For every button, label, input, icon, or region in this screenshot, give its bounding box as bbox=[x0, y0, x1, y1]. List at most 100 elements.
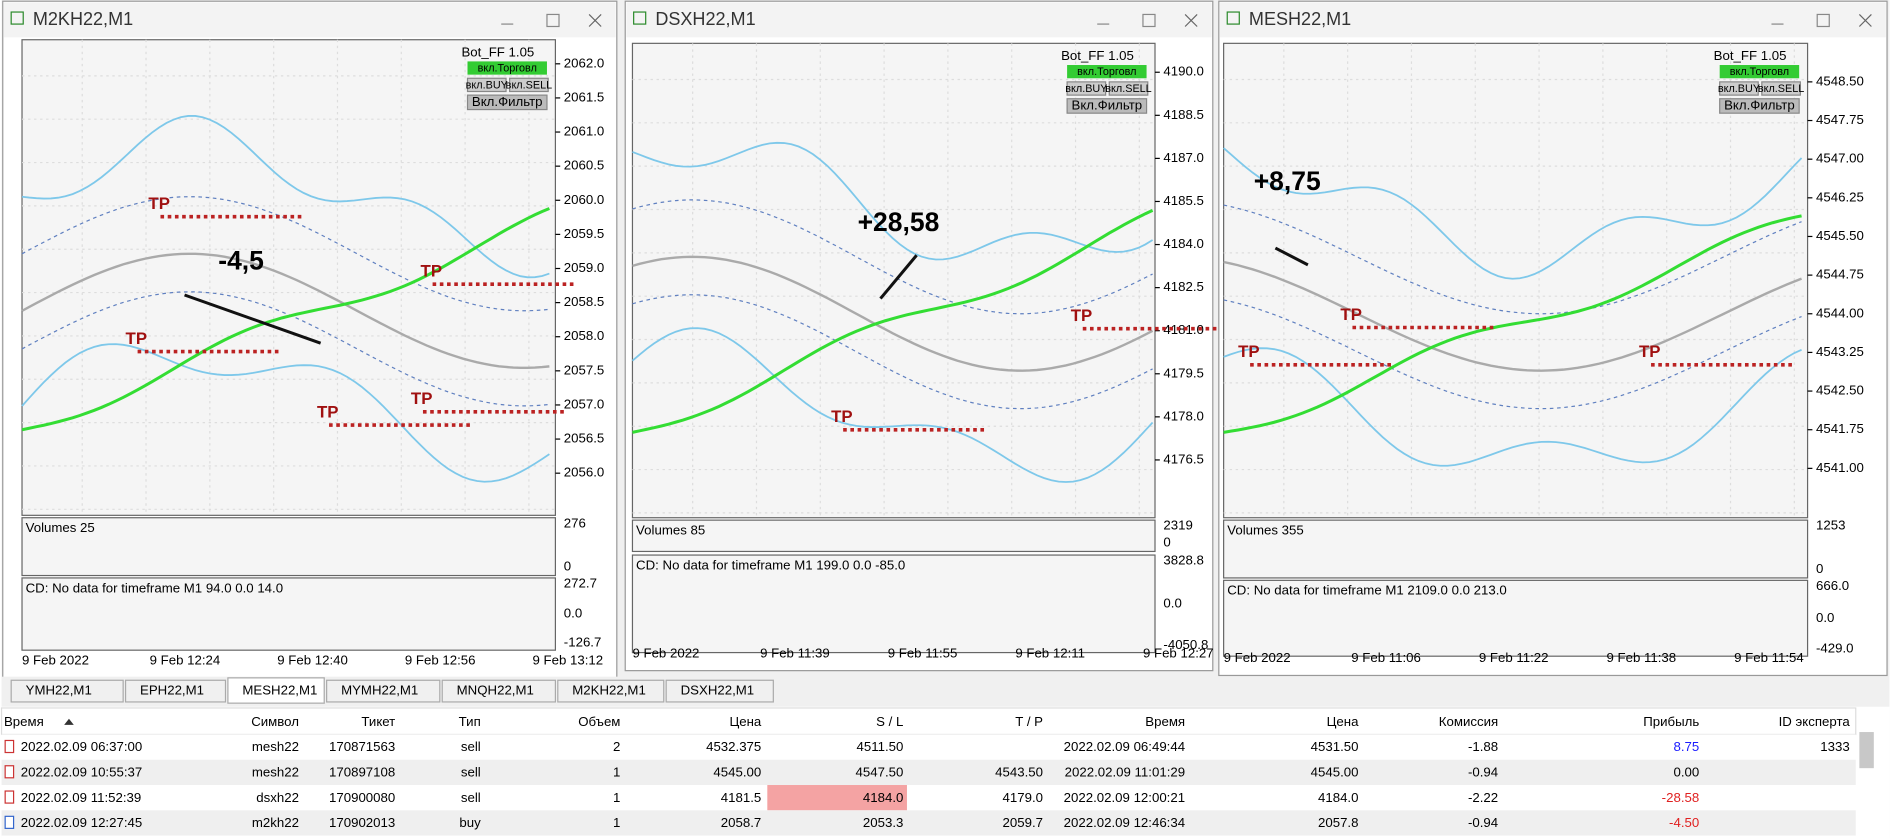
tab[interactable] bbox=[441, 679, 556, 703]
time-label: 9 Feb 12:11 bbox=[1015, 645, 1085, 660]
title-bar bbox=[1220, 2, 1886, 38]
tab-label[interactable]: MESH22,M1 bbox=[242, 683, 317, 698]
price-label: 4543.25 bbox=[1816, 344, 1864, 359]
indicator-line bbox=[21, 291, 550, 407]
cd-label: CD: No data for timeframe M1 94.0 0.0 14… bbox=[26, 580, 283, 595]
column-header[interactable]: ID эксперта bbox=[1779, 714, 1851, 729]
column-header[interactable]: Цена bbox=[729, 714, 761, 729]
button-label[interactable]: вкл.SELL bbox=[1758, 83, 1804, 95]
trade-arrow bbox=[879, 254, 918, 300]
column-header[interactable]: Символ bbox=[251, 714, 299, 729]
tab[interactable] bbox=[326, 679, 441, 703]
button[interactable] bbox=[1719, 65, 1800, 79]
tab-label[interactable]: MNQH22,M1 bbox=[457, 683, 534, 698]
tp-label: TP bbox=[421, 262, 443, 281]
button[interactable] bbox=[1719, 98, 1800, 114]
table-cell: 4184.0 bbox=[863, 790, 903, 805]
button[interactable] bbox=[1066, 81, 1107, 96]
panel bbox=[1223, 519, 1809, 579]
table-row[interactable] bbox=[1, 785, 1856, 811]
button-label[interactable]: вкл.SELL bbox=[1105, 83, 1151, 95]
button-label[interactable]: Вкл.Фильтр bbox=[1724, 97, 1795, 112]
button[interactable] bbox=[466, 94, 548, 111]
column-header[interactable]: Время bbox=[1145, 714, 1185, 729]
tab-label[interactable]: YMH22,M1 bbox=[26, 683, 92, 698]
table-cell: 4547.50 bbox=[856, 764, 904, 779]
column-header[interactable]: Тип bbox=[459, 714, 481, 729]
row-icon bbox=[4, 815, 15, 829]
indicator-line bbox=[21, 196, 550, 312]
table-cell: dsxh22 bbox=[256, 790, 299, 805]
volume-scale: 1253 bbox=[1816, 518, 1845, 533]
cd-scale: 0.0 bbox=[1163, 595, 1181, 610]
button-label[interactable]: вкл.SELL bbox=[506, 79, 552, 91]
tp-label: TP bbox=[148, 194, 170, 213]
button[interactable] bbox=[466, 77, 507, 93]
tab[interactable] bbox=[10, 679, 124, 703]
table-cell: 1 bbox=[613, 764, 620, 779]
close-button[interactable] bbox=[588, 14, 602, 27]
cd-scale: 0.0 bbox=[564, 606, 582, 621]
button-label[interactable]: вкл.Торговл bbox=[1730, 66, 1789, 78]
cd-scale: 3828.8 bbox=[1163, 553, 1203, 568]
price-label: 2061.5 bbox=[564, 89, 604, 104]
maximize-button[interactable] bbox=[546, 13, 560, 28]
tab-label[interactable]: EPH22,M1 bbox=[140, 683, 204, 698]
volumes-label: Volumes 25 bbox=[26, 520, 95, 535]
column-header[interactable]: S / L bbox=[876, 714, 903, 729]
window-icon bbox=[10, 11, 24, 25]
button[interactable] bbox=[509, 77, 549, 93]
button[interactable] bbox=[1067, 65, 1147, 79]
button-label[interactable]: вкл.BUY bbox=[1065, 83, 1107, 95]
close-button[interactable] bbox=[1184, 14, 1198, 27]
indicator-line bbox=[1223, 214, 1802, 434]
price-label: 4548.50 bbox=[1816, 73, 1864, 88]
column-header[interactable]: Комиссия bbox=[1439, 714, 1498, 729]
title-bar bbox=[626, 2, 1212, 38]
table-row[interactable] bbox=[1, 759, 1856, 786]
button[interactable] bbox=[1066, 98, 1148, 114]
tab[interactable] bbox=[665, 679, 774, 703]
time-label: 9 Feb 11:38 bbox=[1607, 650, 1677, 665]
maximize-button[interactable] bbox=[1142, 13, 1156, 28]
button[interactable] bbox=[1719, 81, 1759, 96]
bot-name: Bot_FF 1.05 bbox=[1714, 48, 1787, 63]
tab[interactable] bbox=[227, 677, 325, 704]
column-header[interactable]: Тикет bbox=[361, 714, 395, 729]
button-label[interactable]: Вкл.Фильтр bbox=[1072, 97, 1143, 112]
column-header[interactable]: Объем bbox=[578, 714, 620, 729]
tp-label: TP bbox=[1071, 306, 1093, 325]
tab[interactable] bbox=[124, 679, 227, 703]
scrollbar[interactable] bbox=[1859, 732, 1874, 769]
button[interactable] bbox=[1108, 81, 1149, 96]
time-label: 9 Feb 11:54 bbox=[1734, 650, 1804, 665]
tab-label[interactable]: DSXH22,M1 bbox=[681, 683, 755, 698]
tp-label: TP bbox=[317, 402, 339, 421]
close-button[interactable] bbox=[1858, 14, 1872, 27]
panel bbox=[631, 519, 1156, 553]
button-label[interactable]: вкл.Торговл bbox=[1077, 66, 1136, 78]
table-cell: 2 bbox=[613, 739, 620, 754]
tab-label[interactable]: M2KH22,M1 bbox=[572, 683, 646, 698]
column-header[interactable]: T / P bbox=[1015, 714, 1043, 729]
table-row[interactable] bbox=[1, 734, 1856, 760]
column-header[interactable]: Цена bbox=[1327, 714, 1359, 729]
button-label[interactable]: вкл.BUY bbox=[1718, 83, 1760, 95]
button-label[interactable]: вкл.Торговл bbox=[478, 62, 537, 74]
column-header[interactable]: Прибыль bbox=[1643, 714, 1699, 729]
table-cell: mesh22 bbox=[252, 739, 299, 754]
tab-label[interactable]: MYMH22,M1 bbox=[341, 683, 418, 698]
table-cell: -2.22 bbox=[1468, 790, 1498, 805]
button-label[interactable]: вкл.BUY bbox=[466, 79, 508, 91]
time-label: 9 Feb 11:06 bbox=[1351, 650, 1421, 665]
table-row[interactable] bbox=[1, 810, 1856, 836]
maximize-button[interactable] bbox=[1816, 13, 1830, 28]
column-header[interactable]: Время bbox=[4, 714, 44, 729]
volumes-label: Volumes 355 bbox=[1227, 522, 1304, 537]
volumes-label: Volumes 85 bbox=[636, 522, 705, 537]
button[interactable] bbox=[1761, 81, 1801, 96]
button[interactable] bbox=[467, 61, 547, 75]
price-label: 4179.5 bbox=[1163, 365, 1203, 380]
button-label[interactable]: Вкл.Фильтр bbox=[472, 94, 543, 109]
tab[interactable] bbox=[557, 679, 665, 703]
